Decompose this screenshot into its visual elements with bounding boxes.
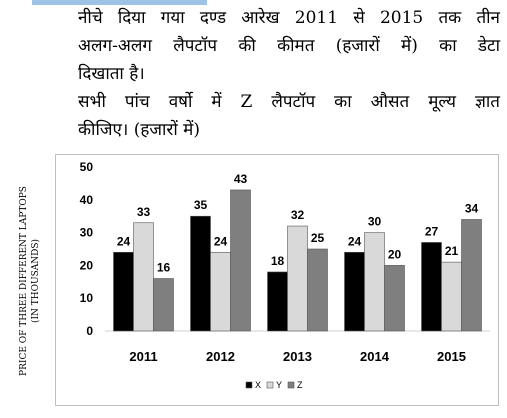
bar-y	[364, 232, 385, 332]
bar-y	[210, 251, 231, 332]
legend-swatch-x	[245, 381, 253, 389]
question-line: अलग-अलग लैपटॉप की कीमत (हजारों में) का ड…	[78, 36, 500, 56]
legend-swatch-y	[266, 381, 274, 389]
data-label: 24	[214, 234, 228, 248]
y-tick-label: 40	[80, 193, 94, 207]
bar-x	[190, 215, 211, 332]
bar-x	[344, 251, 365, 332]
legend-label: Z	[297, 380, 303, 390]
top-accent-strip	[32, 0, 207, 5]
data-label: 21	[445, 244, 459, 258]
bar-x	[421, 242, 442, 332]
data-label: 30	[368, 215, 382, 229]
data-label: 34	[465, 201, 479, 215]
x-tick-label: 2013	[283, 349, 312, 364]
bar-y	[287, 225, 308, 332]
bar-z	[307, 248, 328, 332]
bar-y	[441, 261, 462, 332]
data-label: 35	[194, 198, 208, 212]
bar-z	[230, 189, 251, 332]
y-tick-label: 0	[86, 324, 93, 338]
x-tick-label: 2015	[437, 349, 466, 364]
legend-swatch-z	[287, 381, 295, 389]
y-tick-label: 10	[80, 291, 94, 305]
bar-x	[113, 251, 134, 332]
x-tick-label: 2012	[206, 349, 235, 364]
y-tick-label: 30	[80, 226, 94, 240]
data-label: 32	[291, 208, 305, 222]
bar-z	[461, 219, 482, 332]
data-label: 33	[137, 205, 151, 219]
y-tick-label: 20	[80, 258, 94, 272]
question-text: नीचे दिया गया दण्ड आरेख 2011 से 2015 तक …	[78, 4, 500, 144]
bar-z	[384, 265, 405, 332]
bar-y	[133, 222, 154, 332]
data-label: 27	[425, 224, 439, 238]
x-tick-label: 2011	[129, 349, 157, 364]
data-label: 24	[348, 234, 362, 248]
question-line: नीचे दिया गया दण्ड आरेख 2011 से 2015 तक …	[78, 8, 500, 28]
data-label: 18	[271, 254, 285, 268]
bar-z	[153, 278, 174, 332]
bar-x	[267, 271, 288, 332]
question-line: दिखाता है।	[78, 64, 145, 84]
data-label: 25	[311, 231, 325, 245]
legend-label: Y	[276, 380, 282, 390]
y-tick-label: 50	[80, 160, 94, 174]
data-label: 20	[388, 247, 402, 261]
legend-label: X	[255, 380, 261, 390]
question-line: सभी पांच वर्षो में Z लैपटॉप का औसत मूल्य…	[78, 92, 500, 112]
data-label: 16	[157, 261, 171, 275]
data-label: 43	[234, 172, 248, 186]
question-line: कीजिए। (हजारों में)	[78, 120, 200, 140]
x-tick-label: 2014	[360, 349, 390, 364]
data-label: 24	[117, 234, 131, 248]
